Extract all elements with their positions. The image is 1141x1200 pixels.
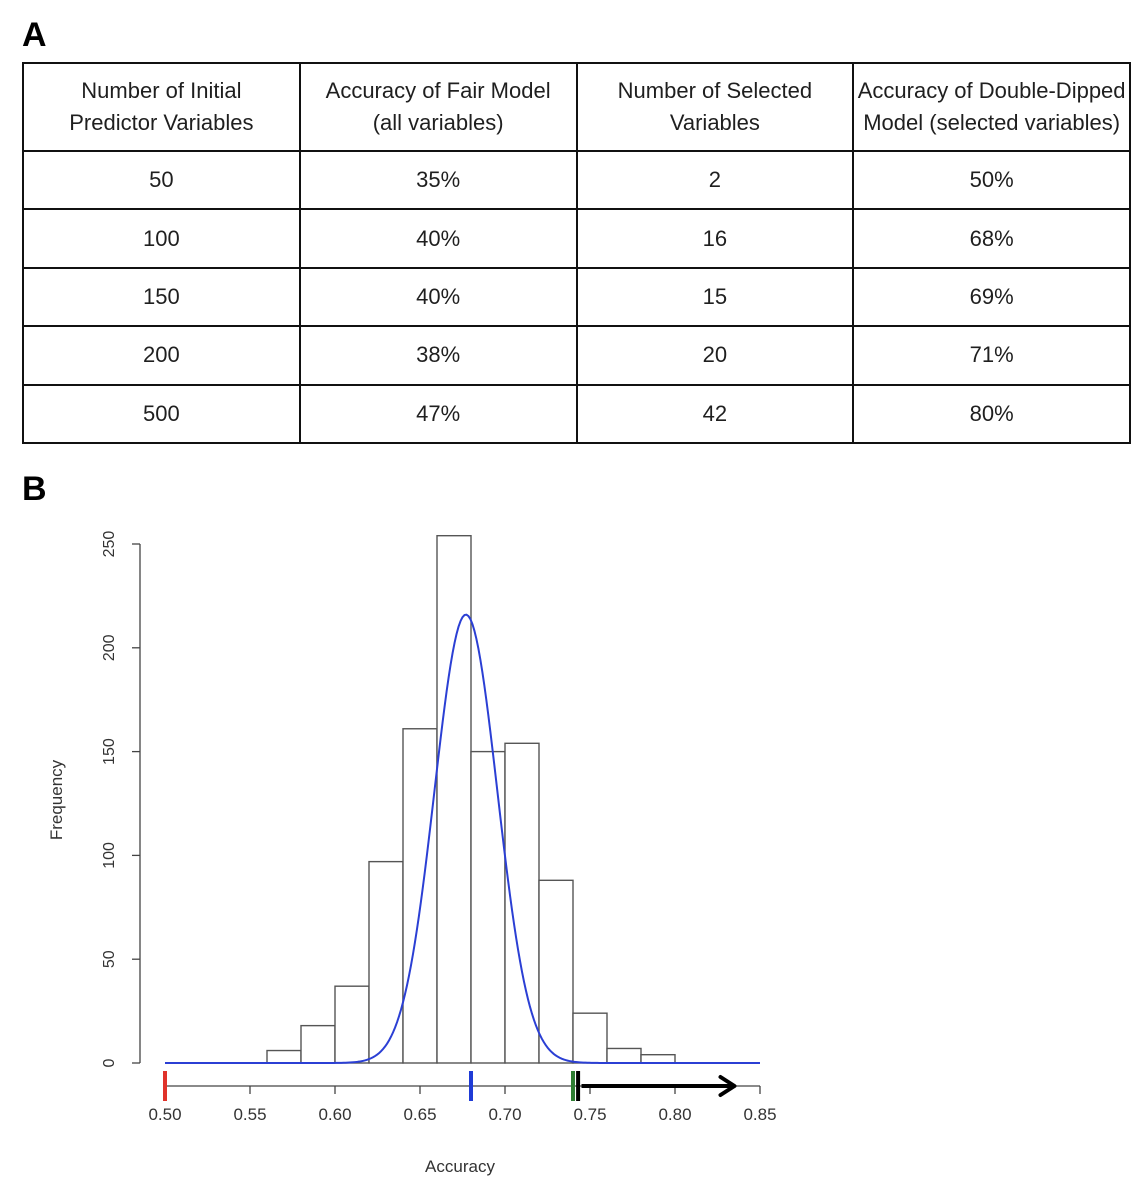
table-header-row: Number of Initial Predictor Variables Acc…	[22, 62, 1131, 152]
normal-curve	[165, 613, 760, 1064]
x-tick-label: 0.70	[488, 1105, 521, 1124]
table-cell: 16	[575, 208, 855, 269]
histogram-bar	[640, 1053, 676, 1064]
table-cell: 20	[575, 325, 855, 386]
table-cell: 50%	[852, 149, 1131, 211]
x-tick-label: 0.80	[658, 1105, 691, 1124]
table-cell: 15	[575, 266, 855, 328]
histogram-bar	[436, 534, 472, 1064]
y-tick-label: 150	[101, 738, 118, 765]
table-cell: 71%	[852, 325, 1131, 386]
arrow-head	[718, 1075, 737, 1097]
x-axis-label: Accuracy	[425, 1157, 495, 1176]
histogram-bar	[334, 985, 370, 1064]
table-row: 200 38% 20 71%	[22, 325, 1131, 386]
panel-a-label: A	[22, 16, 47, 54]
histogram-bar	[402, 728, 438, 1064]
histogram-chart: 0 50 100 150 200 250 0.50 0.55 0.60 0.65 0.70 0.75…	[47, 531, 777, 1176]
table-cell: 150	[22, 266, 301, 328]
histogram-bar	[538, 879, 574, 1064]
histogram-bar	[572, 1012, 608, 1064]
table-row: 150 40% 15 69%	[22, 266, 1131, 328]
x-tick-label: 0.85	[743, 1105, 776, 1124]
table-cell: 47%	[298, 383, 578, 445]
table-cell: 80%	[852, 383, 1131, 445]
table-cell: 42	[575, 383, 855, 445]
header-fair-accuracy: Accuracy of Fair Model (all variables)	[298, 62, 578, 152]
table-row: 50 35% 2 50%	[22, 149, 1131, 211]
x-tick-label: 0.55	[233, 1105, 266, 1124]
table-cell: 40%	[298, 266, 578, 328]
table-cell: 50	[22, 149, 301, 211]
table-cell: 2	[575, 149, 855, 211]
histogram-bar	[368, 860, 404, 1064]
table-cell: 500	[22, 383, 301, 445]
table-cell: 100	[22, 208, 301, 269]
y-tick-label: 200	[101, 634, 118, 661]
x-tick-label: 0.50	[148, 1105, 181, 1124]
table-row: 500 47% 42 80%	[22, 383, 1131, 445]
y-tick-label: 250	[101, 531, 118, 558]
y-axis-label: Frequency	[47, 759, 66, 840]
table-cell: 69%	[852, 266, 1131, 328]
y-tick-label: 50	[101, 950, 118, 968]
histogram-bar	[606, 1047, 642, 1064]
accuracy-markers	[163, 1071, 737, 1101]
results-table: Number of Initial Predictor Variables Acc…	[22, 62, 1131, 445]
table-cell: 35%	[298, 149, 578, 211]
y-tick-label: 0	[101, 1058, 118, 1067]
table-cell: 200	[22, 325, 301, 386]
table-cell: 40%	[298, 208, 578, 269]
histogram-bar	[300, 1024, 336, 1064]
header-double-dipped-accuracy: Accuracy of Double-Dipped Model (selected…	[852, 62, 1131, 152]
table-row: 100 40% 16 68%	[22, 208, 1131, 269]
x-tick-label: 0.60	[318, 1105, 351, 1124]
y-axis: 0 50 100 150 200 250	[101, 531, 141, 1067]
x-tick-label: 0.75	[573, 1105, 606, 1124]
table-cell: 38%	[298, 325, 578, 386]
histogram-bar	[470, 750, 506, 1064]
histogram-bars	[266, 534, 676, 1064]
x-axis: 0.50 0.55 0.60 0.65 0.70 0.75 0.80 0.85	[148, 1085, 777, 1124]
x-tick-label: 0.65	[403, 1105, 436, 1124]
panel-b-label: B	[22, 470, 47, 508]
header-selected-variables: Number of Selected Variables	[575, 62, 855, 152]
header-initial-variables: Number of Initial Predictor Variables	[22, 62, 301, 152]
y-tick-label: 100	[101, 842, 118, 869]
table-cell: 68%	[852, 208, 1131, 269]
histogram-bar	[266, 1049, 302, 1064]
